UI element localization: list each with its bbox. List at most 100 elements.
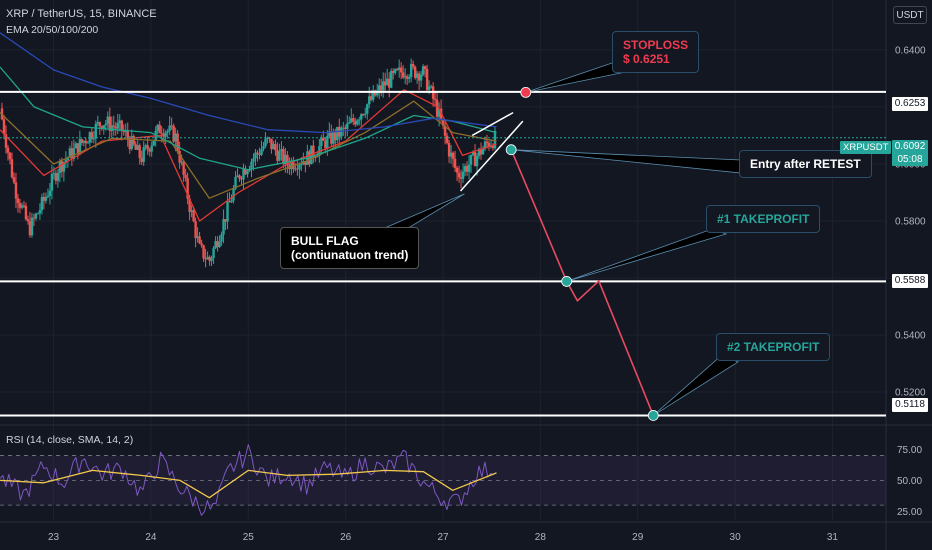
candle-body bbox=[270, 138, 273, 150]
candle-body bbox=[254, 152, 257, 159]
candle-body bbox=[126, 131, 129, 140]
candle-body bbox=[28, 221, 32, 236]
candle-body bbox=[216, 241, 219, 247]
candle-body bbox=[479, 148, 483, 155]
candle-body bbox=[234, 177, 237, 189]
candle-body bbox=[435, 99, 439, 117]
price-tick-label: 0.5800 bbox=[895, 216, 926, 227]
candle-body bbox=[390, 70, 393, 88]
candle-body bbox=[140, 158, 143, 162]
candle-body bbox=[411, 64, 415, 67]
candle-body bbox=[242, 168, 245, 180]
candle-body bbox=[112, 125, 115, 127]
candle-body bbox=[421, 66, 425, 75]
candle-body bbox=[445, 135, 449, 143]
candle-body bbox=[451, 152, 455, 159]
candle-body bbox=[184, 174, 187, 179]
candle-body bbox=[10, 159, 14, 178]
candle-body bbox=[94, 123, 98, 139]
candle-body bbox=[236, 175, 239, 178]
candle-body bbox=[38, 210, 42, 214]
candle-body bbox=[388, 78, 391, 88]
candle-body bbox=[326, 136, 329, 149]
current-price-tag: 0.6092 05:08 bbox=[892, 140, 928, 166]
candle-body bbox=[102, 125, 105, 129]
candle-body bbox=[2, 119, 6, 135]
candle-body bbox=[40, 196, 44, 211]
entry-pointer bbox=[511, 149, 742, 174]
candle-body bbox=[162, 133, 165, 137]
candle-body bbox=[342, 127, 345, 129]
candle-body bbox=[150, 145, 153, 152]
candle-body bbox=[238, 175, 241, 179]
candle-body bbox=[370, 96, 373, 100]
candle-body bbox=[382, 81, 385, 91]
currency-button[interactable]: USDT bbox=[893, 6, 927, 24]
candle-body bbox=[246, 170, 249, 175]
bull-flag-pointer bbox=[379, 193, 465, 231]
candle-body bbox=[210, 258, 213, 261]
candle-body bbox=[136, 145, 139, 150]
candle-body bbox=[80, 139, 84, 143]
candle-body bbox=[395, 69, 399, 71]
candle-body bbox=[190, 210, 193, 212]
candle-body bbox=[110, 125, 113, 131]
candle-body bbox=[491, 145, 495, 149]
candle-body bbox=[483, 141, 487, 149]
candle-body bbox=[128, 139, 131, 150]
candle-body bbox=[168, 125, 171, 132]
ema-line-3 bbox=[0, 66, 497, 171]
candle-body bbox=[447, 142, 451, 157]
candle-body bbox=[463, 165, 467, 172]
candle-body bbox=[312, 145, 315, 158]
candle-body bbox=[58, 161, 62, 173]
candle-body bbox=[132, 136, 135, 145]
candle-body bbox=[218, 241, 221, 247]
candle-body bbox=[493, 130, 497, 149]
candle-body bbox=[212, 248, 215, 259]
candle-body bbox=[260, 149, 263, 156]
candle-body bbox=[30, 217, 34, 236]
candle-body bbox=[98, 122, 101, 127]
candle-body bbox=[429, 86, 433, 88]
candle-body bbox=[417, 73, 421, 81]
candle-body bbox=[340, 127, 343, 137]
candle-body bbox=[407, 77, 411, 79]
candle-body bbox=[372, 90, 375, 100]
candle-body bbox=[286, 154, 289, 166]
candle-body bbox=[182, 161, 185, 175]
candle-body bbox=[425, 69, 429, 90]
candle-body bbox=[230, 200, 233, 203]
candle-body bbox=[290, 161, 293, 169]
time-tick-label: 24 bbox=[145, 532, 157, 543]
candle-body bbox=[202, 245, 205, 259]
candle-body bbox=[272, 143, 275, 150]
candle-body bbox=[64, 159, 68, 163]
candle-body bbox=[14, 182, 18, 199]
candle-body bbox=[409, 64, 413, 78]
candle-body bbox=[6, 147, 10, 153]
candle-body bbox=[20, 205, 24, 208]
candle-body bbox=[386, 78, 389, 86]
candle-body bbox=[300, 164, 303, 166]
time-tick-label: 27 bbox=[437, 532, 449, 543]
candle-body bbox=[76, 143, 80, 155]
candle-body bbox=[360, 114, 363, 120]
tp2-pointer bbox=[653, 354, 739, 416]
candle-body bbox=[108, 116, 111, 131]
candle-body bbox=[449, 152, 453, 157]
candle-body bbox=[274, 143, 277, 151]
candle-body bbox=[152, 140, 155, 146]
candle-body bbox=[22, 205, 26, 207]
candle-body bbox=[156, 124, 159, 131]
candle-body bbox=[78, 139, 82, 155]
candle-body bbox=[362, 114, 365, 116]
bull-flag-line-2 bbox=[471, 111, 514, 137]
candle-body bbox=[198, 236, 201, 244]
candle-body bbox=[358, 119, 361, 121]
candle-body bbox=[192, 210, 195, 222]
candle-body bbox=[296, 168, 299, 170]
price-tick-label: 0.6400 bbox=[895, 45, 926, 56]
candle-body bbox=[56, 172, 60, 181]
